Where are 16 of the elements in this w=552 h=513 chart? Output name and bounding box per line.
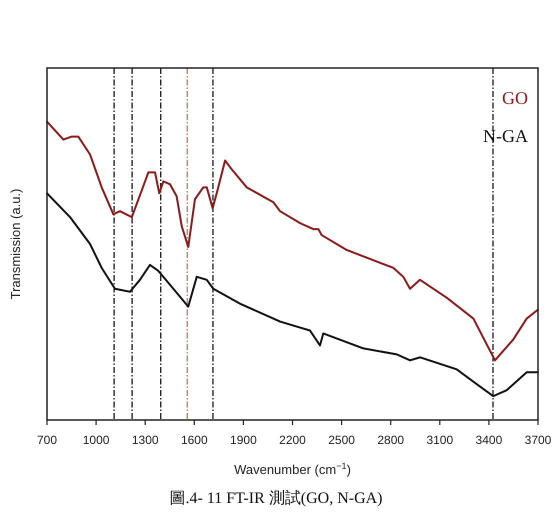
x-tick-label: 1600 bbox=[180, 433, 208, 447]
x-tick-label: 1000 bbox=[82, 433, 110, 447]
x-tick-label: 3700 bbox=[524, 433, 552, 447]
x-tick-label: 3400 bbox=[476, 433, 503, 447]
x-tick-label: 700 bbox=[36, 433, 58, 447]
text: N-GA bbox=[483, 126, 528, 146]
x-tick-label: 2500 bbox=[328, 433, 356, 447]
x-tick-label: 1900 bbox=[230, 433, 258, 447]
x-axis-title: Wavenumber (cm$^{−1}$) bbox=[234, 461, 351, 477]
x-tick-label: 2800 bbox=[377, 433, 404, 447]
x-tick-label: 1300 bbox=[132, 433, 159, 447]
x-tick-label: 2200 bbox=[279, 433, 306, 447]
x-tick-label: 3100 bbox=[426, 433, 454, 447]
text: 圖.4- 11 FT-IR 測試(GO, N-GA) bbox=[169, 489, 383, 507]
text: GO bbox=[502, 88, 528, 108]
y-axis-title: Transmission (a.u.) bbox=[8, 188, 23, 300]
